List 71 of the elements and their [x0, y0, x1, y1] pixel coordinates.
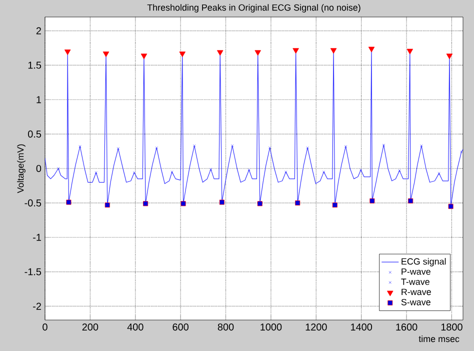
y-tick-label: 0 [36, 164, 42, 172]
point [104, 202, 110, 208]
y-tick-label: 0.5 [28, 130, 42, 138]
point [216, 50, 224, 56]
point [179, 52, 186, 58]
point [66, 200, 72, 205]
point [330, 48, 337, 54]
point [155, 146, 158, 150]
point [408, 198, 414, 204]
point [448, 204, 454, 209]
point [368, 46, 375, 52]
point [210, 168, 212, 171]
point [420, 144, 423, 148]
point [64, 50, 71, 56]
y-tick-label: -2 [33, 302, 41, 310]
point [370, 198, 375, 204]
legend-label: P-wave [402, 268, 430, 275]
point [248, 168, 250, 172]
legend-label: S-wave [401, 298, 430, 306]
point [143, 201, 148, 206]
point [295, 200, 300, 206]
point [116, 147, 120, 150]
point [254, 50, 261, 56]
x-tick-label: 600 [172, 324, 188, 331]
point [406, 48, 414, 54]
point [292, 48, 299, 54]
point [57, 167, 60, 170]
point [446, 54, 453, 60]
x-axis-title: time msec [418, 335, 460, 342]
point [360, 168, 362, 172]
y-tick-label: -1.5 [24, 268, 42, 276]
point [332, 202, 338, 208]
point [284, 170, 288, 174]
point [382, 144, 386, 146]
x-tick-label: 1000 [260, 324, 282, 331]
point [230, 144, 234, 148]
x-tick-label: 1800 [441, 324, 462, 331]
y-tick-label: 2 [36, 27, 41, 34]
point [140, 54, 148, 60]
point [94, 171, 98, 174]
legend-label: ECG signal [402, 258, 446, 266]
y-tick-label: -1 [33, 234, 41, 241]
point [180, 201, 186, 206]
x-tick-label: 200 [82, 324, 98, 331]
point [219, 200, 224, 205]
point [438, 172, 440, 175]
point [398, 169, 401, 172]
point [322, 170, 326, 174]
x-tick-label: 1200 [306, 324, 327, 331]
x-tick-label: 1600 [396, 324, 418, 331]
point [78, 145, 82, 148]
point [344, 145, 348, 148]
y-axis-title: Voltage(mV) [17, 144, 26, 194]
y-tick-label: 1.5 [28, 62, 42, 69]
point [460, 150, 463, 154]
x-tick-label: 800 [218, 324, 234, 331]
point [170, 170, 174, 174]
legend-label: T-wave [401, 278, 430, 285]
chart-title: Thresholding Peaks in Original ECG Signal (no noise) [147, 4, 360, 12]
point [268, 146, 272, 150]
point [102, 52, 110, 58]
y-tick-label: -0.5 [24, 199, 42, 206]
y-tick-label: 1 [36, 96, 41, 104]
point [257, 201, 262, 206]
x-tick-label: 0 [42, 324, 48, 331]
x-tick-label: 1400 [351, 324, 372, 331]
point [193, 144, 196, 148]
point [132, 171, 136, 174]
point [306, 146, 309, 150]
x-tick-label: 400 [127, 324, 144, 331]
legend-label: R-wave [402, 288, 431, 296]
